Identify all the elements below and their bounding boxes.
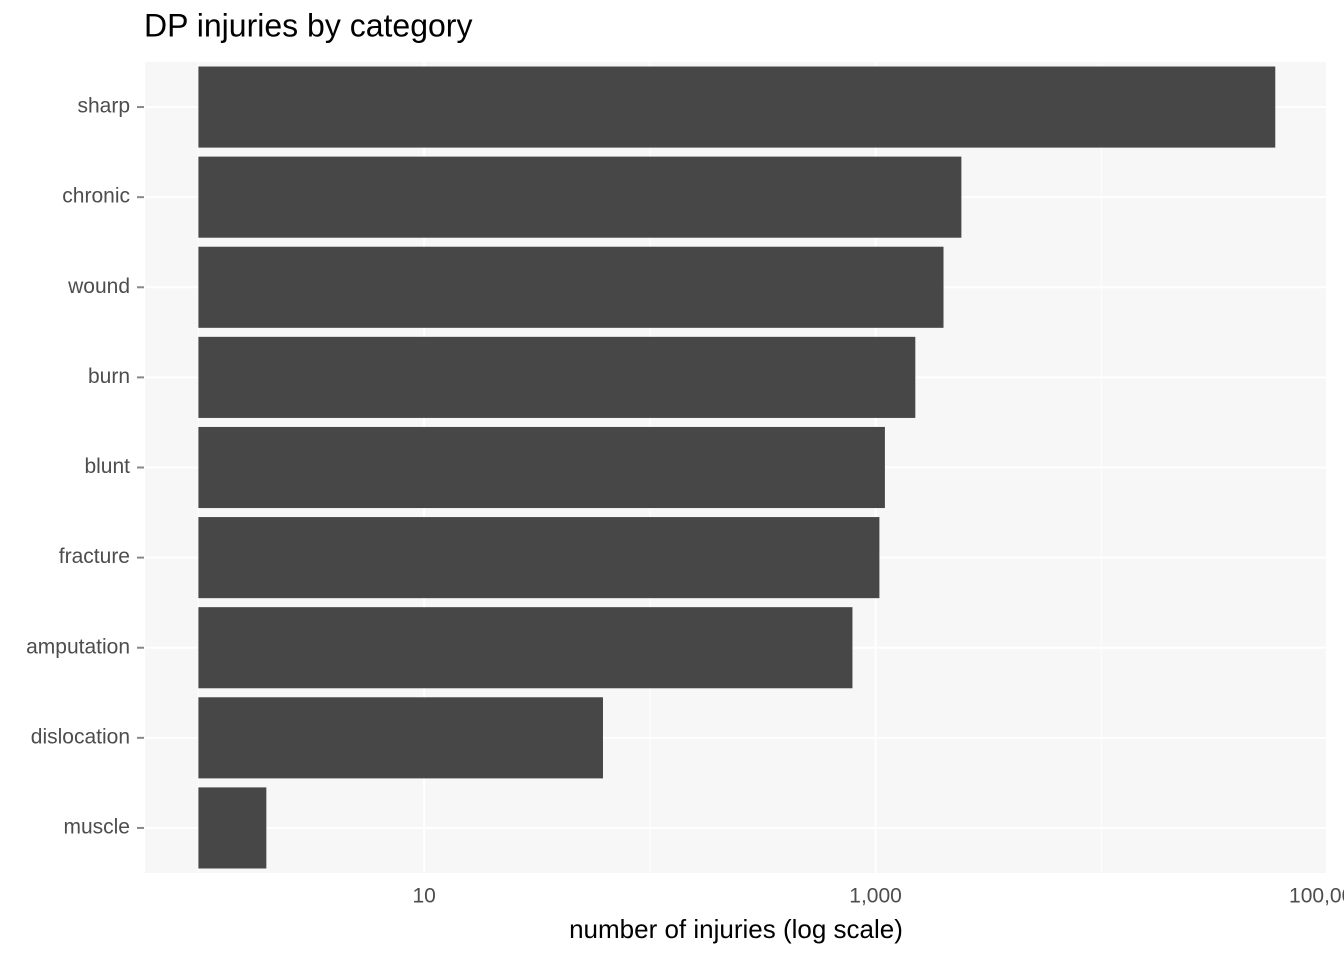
y-tick-label: sharp (77, 95, 130, 118)
y-tick-label: fracture (59, 545, 130, 568)
y-tick-label: muscle (63, 815, 130, 838)
bar (198, 246, 944, 328)
x-tick-label: 100,000 (1289, 885, 1344, 908)
bar (198, 607, 853, 689)
bar (198, 156, 962, 238)
bar (198, 697, 603, 779)
bar (198, 787, 267, 869)
y-tick-label: amputation (26, 635, 130, 658)
bar (198, 336, 916, 418)
bar (198, 66, 1276, 148)
bar (198, 517, 880, 599)
chart-title: DP injuries by category (144, 7, 472, 43)
x-axis-title: number of injuries (log scale) (569, 914, 903, 944)
y-tick-label: blunt (84, 455, 130, 478)
y-tick-label: wound (67, 275, 130, 298)
x-tick-label: 10 (412, 885, 435, 908)
x-tick-label: 1,000 (849, 885, 902, 908)
bar (198, 426, 885, 509)
y-tick-label: chronic (62, 185, 130, 208)
y-tick-label: dislocation (31, 725, 130, 748)
y-tick-label: burn (88, 365, 130, 388)
